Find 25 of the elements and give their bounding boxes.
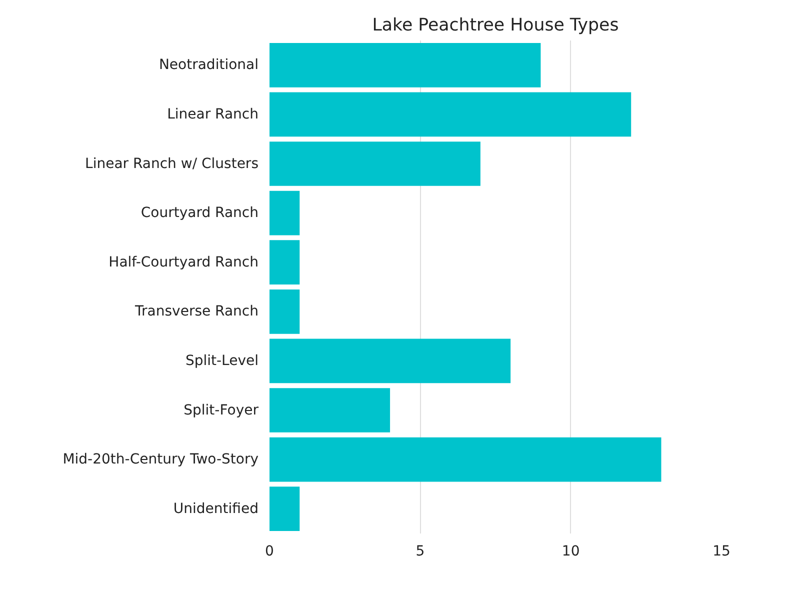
bar — [270, 42, 541, 88]
y-tick-label: Transverse Ranch — [134, 304, 259, 320]
bar — [270, 338, 511, 384]
x-tick-label: 0 — [265, 544, 274, 560]
bar — [270, 388, 390, 432]
x-tick-label: 15 — [712, 544, 730, 560]
y-tick-label: Half-Courtyard Ranch — [108, 254, 259, 270]
y-tick-label: Unidentified — [173, 500, 259, 517]
y-tick-label: Split-Level — [185, 352, 259, 369]
x-tick-label: 10 — [562, 544, 580, 560]
bar — [270, 289, 300, 334]
bar — [270, 142, 480, 186]
chart-title: Lake Peachtree House Types — [372, 16, 619, 36]
y-tick-label: Courtyard Ranch — [140, 205, 259, 222]
y-tick-label: Neotraditional — [158, 57, 259, 74]
y-tick-label: Mid-20th-Century Two-Story — [62, 452, 258, 468]
bar — [270, 437, 662, 482]
y-tick-label: Split-Foyer — [184, 402, 259, 418]
bar — [270, 190, 300, 236]
bar — [270, 486, 300, 532]
y-tick-label: Linear Ranch w/ Clusters — [85, 156, 259, 172]
bar — [270, 92, 632, 137]
y-tick-label: Linear Ranch — [167, 106, 259, 122]
x-tick-label: 5 — [416, 544, 425, 560]
bar — [270, 240, 300, 285]
